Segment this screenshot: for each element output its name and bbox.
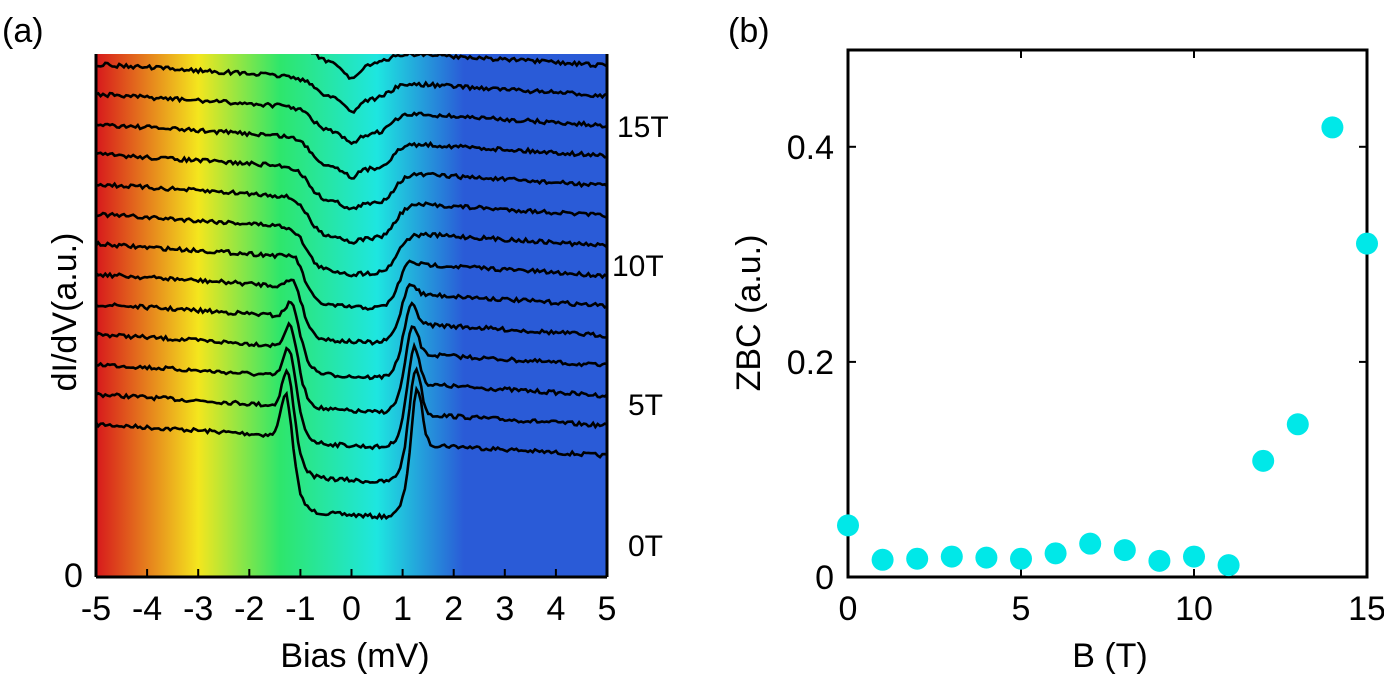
panel-a-x-tick-label: 0 <box>342 590 361 628</box>
spectrum-trace-13t <box>310 54 607 81</box>
panel-b-x-label: B (T) <box>1072 637 1148 675</box>
spectrum-trace-14t <box>96 4 607 47</box>
spectrum-trace-15t <box>96 0 607 19</box>
spectrum-trace-12t <box>96 61 607 114</box>
panel-a-x-tick-label: 5 <box>598 590 617 628</box>
zbc-point-1t <box>871 548 894 571</box>
zbc-point-5t <box>1010 547 1032 570</box>
spectra-color-fill <box>96 54 607 577</box>
panel-a-x-tick-label: -4 <box>132 590 162 628</box>
panel-a-x-tick-label: -5 <box>81 590 111 628</box>
zbc-point-0t <box>837 514 859 537</box>
spectrum-trace-11t <box>96 91 607 146</box>
zbc-point-3t <box>940 545 963 568</box>
zbc-point-15t <box>1356 232 1378 255</box>
zbc-point-12t <box>1252 449 1275 472</box>
panel-a-x-tick-label: 1 <box>393 590 412 628</box>
panel-a-x-tick-label: -3 <box>183 590 213 628</box>
panel-a-x-label: Bias (mV) <box>280 637 429 675</box>
panel-b-ticks: 0 5 10 15 0 0.2 0.4 <box>787 50 1384 628</box>
spectra-traces <box>96 0 607 521</box>
zbc-point-9t <box>1148 549 1171 572</box>
panel-b-x-tick-label: 5 <box>1012 590 1031 628</box>
zbc-points <box>837 116 1378 577</box>
panel-a-y-label: dI/dV(a.u.) <box>46 233 84 392</box>
field-label-10t: 10T <box>612 250 664 283</box>
panel-a-x-tick-label: -1 <box>285 590 315 628</box>
panel-a-x-tick-label: 4 <box>546 590 565 628</box>
zbc-point-11t <box>1217 554 1240 577</box>
panel-b-frame <box>846 48 1369 579</box>
zbc-point-10t <box>1183 545 1205 568</box>
spectrum-trace-10t <box>96 122 607 180</box>
panel-b-x-tick-label: 0 <box>839 590 858 628</box>
spectrum-trace-9t <box>96 151 607 211</box>
panel-a: (a) -5 -4 -3 -2 -1 0 1 2 3 4 5 0 Bias (mV) dI/dV(a… <box>2 0 669 675</box>
field-label-5t: 5T <box>628 389 663 422</box>
spectrum-trace-0t <box>96 385 607 521</box>
spectrum-trace-2t <box>96 341 607 451</box>
spectrum-trace-4t <box>96 300 607 381</box>
spectrum-trace-3t <box>96 321 607 415</box>
zbc-point-8t <box>1113 539 1136 562</box>
zbc-point-7t <box>1079 532 1102 555</box>
panel-a-x-ticks: -5 -4 -3 -2 -1 0 1 2 3 4 5 <box>81 569 617 628</box>
panel-b-y-tick-label: 0.4 <box>787 129 834 167</box>
field-label-0t: 0T <box>628 530 663 563</box>
zbc-point-14t <box>1321 116 1344 139</box>
zbc-point-6t <box>1044 542 1067 565</box>
zbc-point-2t <box>906 547 929 570</box>
panel-b-x-tick-label: 10 <box>1175 590 1213 628</box>
panel-a-y-tick-0: 0 <box>64 557 83 595</box>
panel-b-y-tick-label: 0 <box>815 559 834 597</box>
panel-a-label: (a) <box>2 12 44 50</box>
field-label-15t: 15T <box>617 111 669 144</box>
spectrum-trace-7t <box>96 211 607 278</box>
panel-b-label: (b) <box>728 12 770 50</box>
panel-b-y-label: ZBC (a.u.) <box>730 235 768 392</box>
spectrum-trace-6t <box>96 240 607 311</box>
zbc-point-13t <box>1286 413 1309 436</box>
panel-a-x-tick-label: 2 <box>444 590 463 628</box>
spectrum-trace-1t <box>96 366 607 485</box>
spectrum-trace-5t <box>96 271 607 346</box>
panel-a-x-tick-label: 3 <box>495 590 514 628</box>
spectrum-trace-8t <box>96 181 607 245</box>
panel-b-x-tick-label: 15 <box>1348 590 1384 628</box>
spectra-plot-area <box>96 0 607 577</box>
panel-b: (b) 0 5 10 15 0 0.2 0.4 B (T) ZBC (a.u.) <box>728 12 1384 675</box>
panel-b-y-tick-label: 0.2 <box>787 344 834 382</box>
zbc-point-4t <box>975 546 998 569</box>
panel-a-x-tick-label: -2 <box>234 590 264 628</box>
